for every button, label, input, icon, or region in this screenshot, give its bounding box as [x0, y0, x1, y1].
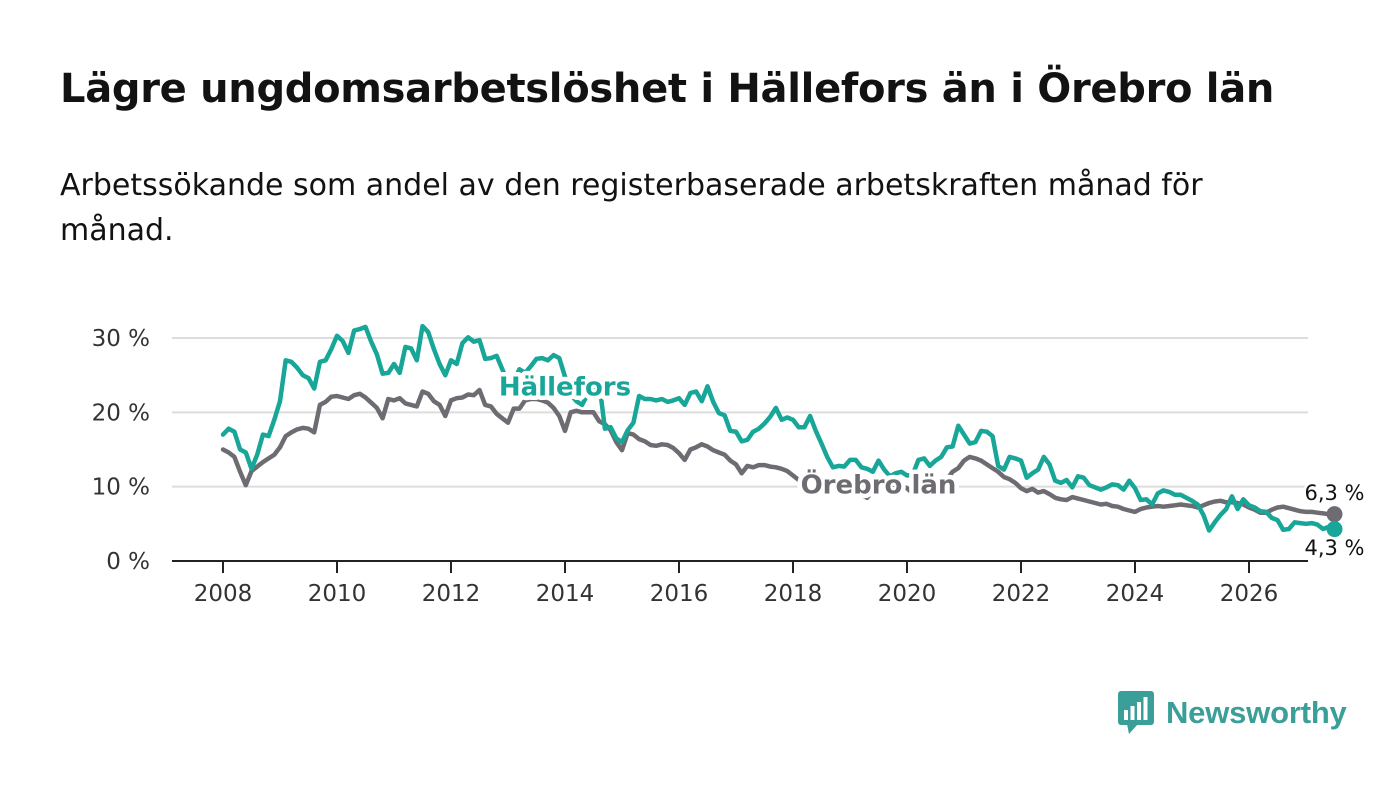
x-tick-label: 2020	[878, 581, 937, 607]
x-tick-label: 2010	[308, 581, 367, 607]
x-tick-label: 2018	[764, 581, 823, 607]
chart-subtitle: Arbetssökande som andel av den registerb…	[60, 168, 1203, 248]
chart-title: Lägre ungdomsarbetslöshet i Hällefors än…	[60, 66, 1275, 112]
x-tick-label: 2016	[650, 581, 709, 607]
x-tick-label: 2008	[194, 581, 253, 607]
series-lines	[220, 323, 1343, 538]
series-label-orebro-lan: Örebro län	[801, 467, 957, 500]
y-tick-label: 30 %	[92, 326, 150, 352]
end-point-hallefors	[1326, 521, 1343, 538]
y-tick-label: 20 %	[92, 400, 150, 426]
y-tick-label: 10 %	[92, 475, 150, 501]
newsworthy-brand[interactable]: Newsworthy	[1118, 690, 1347, 736]
gridlines	[172, 337, 1308, 488]
end-label-orebro-lan: 6,3 %	[1304, 481, 1364, 505]
brand-name: Newsworthy	[1166, 695, 1347, 730]
end-label-hallefors: 4,3 %	[1304, 536, 1364, 560]
x-tick-label: 2012	[422, 581, 481, 607]
series-label-hallefors: Hällefors	[499, 372, 631, 402]
series-labels: Hällefors Örebro län 4,3 % 6,3 %	[494, 368, 1367, 563]
end-point-orebro-lan	[1326, 506, 1343, 523]
y-tick-label: 0 %	[106, 549, 150, 575]
series-line-orebro-lan	[220, 387, 1337, 517]
x-tick-label: 2024	[1106, 581, 1165, 607]
x-tick-label: 2022	[992, 581, 1051, 607]
series-line-hallefors	[220, 323, 1337, 533]
x-tick-label: 2026	[1220, 581, 1279, 607]
axes: 0 % 10 % 20 % 30 % 2008 2010 2012 2014 2016 2018 2…	[92, 326, 1308, 607]
bar-chart-speech-bubble-icon	[1118, 691, 1154, 734]
x-tick-label: 2014	[536, 581, 595, 607]
